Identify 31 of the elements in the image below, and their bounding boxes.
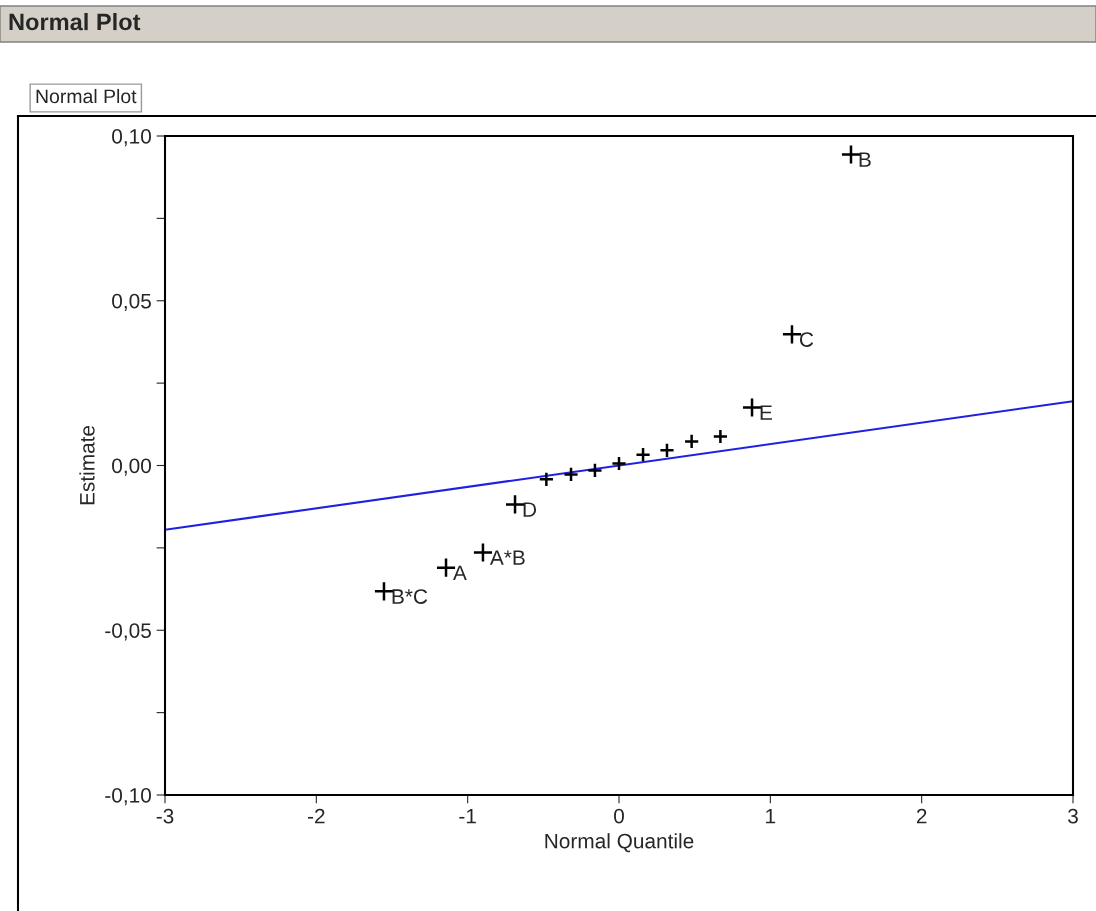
y-tick-label: 0,05: [112, 293, 151, 311]
x-tick-label: 3: [1068, 808, 1078, 824]
x-tick-label: -2: [308, 808, 325, 824]
x-tick-label: 0: [614, 808, 624, 824]
point: [712, 428, 729, 445]
annotation: A: [453, 565, 467, 580]
chart-title: Normal Plot: [9, 13, 141, 31]
x-axis-title: Normal Quantile: [545, 833, 694, 853]
point: [611, 455, 627, 472]
x-tick-label: 1: [766, 808, 776, 824]
point: [635, 446, 651, 463]
annotation: A*B: [489, 550, 525, 565]
y-tick-label: -0,05: [105, 623, 151, 641]
y-tick-label: -0,10: [105, 788, 151, 806]
y-axis-title: Estimate: [79, 425, 95, 505]
annotation: D: [523, 502, 537, 517]
x-tick-label: -1: [459, 808, 476, 824]
annotation: B: [859, 152, 871, 167]
x-tick-label: -3: [156, 808, 174, 824]
y-tick-label: 0,10: [112, 129, 151, 147]
annotation: E: [760, 405, 772, 420]
point: [587, 462, 603, 479]
x-tick-label: 2: [916, 808, 927, 824]
chart-subtitle: Normal Plot: [36, 88, 137, 104]
point: [563, 466, 579, 483]
annotation: C: [799, 332, 814, 347]
annotation: B*C: [392, 589, 428, 604]
point: [683, 433, 700, 450]
y-tick-label: 0,00: [112, 458, 151, 476]
point: [538, 471, 555, 488]
point: [659, 442, 675, 459]
